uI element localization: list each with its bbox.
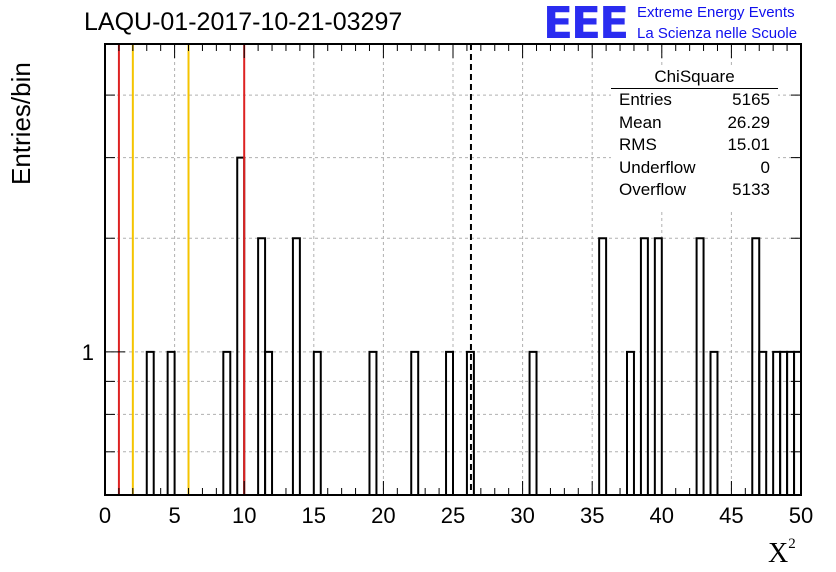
histogram-bin xyxy=(626,350,635,495)
stats-value: 0 xyxy=(760,157,770,177)
x-tick-label: 40 xyxy=(650,503,674,528)
y-tick-label: 1 xyxy=(82,340,94,365)
histogram-bin xyxy=(758,350,768,495)
histogram-bin xyxy=(145,350,155,495)
chart-title: LAQU-01-2017-10-21-03297 xyxy=(84,8,403,36)
x-axis-label: X2 xyxy=(768,535,796,569)
axis-tick-labels: 0 5 10 15 20 25 30 35 40 45 50 1 xyxy=(82,340,813,528)
stats-value: 15.01 xyxy=(727,135,770,154)
histogram-bin xyxy=(793,350,802,495)
x-tick-label: 30 xyxy=(510,503,534,528)
histogram-bin xyxy=(751,237,761,495)
histogram-bin xyxy=(222,350,232,495)
histogram-bin xyxy=(772,350,782,495)
histogram-bin xyxy=(257,237,267,495)
histogram-bin xyxy=(410,350,420,495)
histogram-bin xyxy=(368,350,378,495)
x-tick-label: 20 xyxy=(371,503,395,528)
x-tick-label: 35 xyxy=(580,503,604,528)
histogram-bin xyxy=(598,237,608,495)
y-axis-label: Entries/bin xyxy=(6,62,36,185)
histogram-bin xyxy=(264,350,274,495)
logo-line-1: Extreme Energy Events xyxy=(637,4,795,21)
histogram-bin xyxy=(291,237,301,495)
stats-label: Underflow xyxy=(619,157,696,177)
x-tick-label: 5 xyxy=(168,503,180,528)
histogram-bin xyxy=(709,350,719,495)
x-tick-label: 50 xyxy=(789,503,813,528)
x-tick-label: 25 xyxy=(441,503,465,528)
x-tick-label: 0 xyxy=(99,503,111,528)
histogram-bin xyxy=(528,350,538,495)
stats-row: Underflow 0 xyxy=(611,157,778,180)
histogram-bin xyxy=(166,350,176,495)
stats-row: Entries 5165 xyxy=(611,89,778,112)
histogram-bin xyxy=(639,237,649,495)
stats-title: ChiSquare xyxy=(611,66,778,89)
histogram-bin xyxy=(653,237,663,495)
histogram xyxy=(145,156,802,495)
x-tick-label: 10 xyxy=(232,503,256,528)
stats-label: Overflow xyxy=(619,180,687,199)
stats-box: ChiSquare Entries 5165 Mean 26.29 RMS 15… xyxy=(611,66,778,210)
histogram-bin xyxy=(779,350,789,495)
histogram-bin xyxy=(445,350,454,495)
x-tick-label: 15 xyxy=(302,503,326,528)
stats-value: 26.29 xyxy=(727,112,770,132)
stats-label: Mean xyxy=(619,112,662,132)
axis-ticks xyxy=(104,44,802,495)
histogram-bin xyxy=(465,350,475,495)
reference-lines xyxy=(117,44,472,495)
stats-label: RMS xyxy=(619,135,657,154)
stats-row: RMS 15.01 xyxy=(611,134,778,157)
histogram-bin xyxy=(786,350,796,495)
eee-logo: EEE xyxy=(543,0,629,49)
stats-label: Entries xyxy=(619,90,672,109)
stats-value: 5133 xyxy=(732,180,770,199)
stats-value: 5165 xyxy=(732,90,770,109)
histogram-bin xyxy=(695,237,705,495)
logo-line-2: La Scienza nelle Scuole xyxy=(637,25,798,42)
histogram-bin xyxy=(312,350,322,495)
stats-row: Overflow 5133 xyxy=(611,179,778,202)
x-tick-label: 45 xyxy=(719,503,743,528)
histogram-bin xyxy=(236,156,246,495)
stats-row: Mean 26.29 xyxy=(611,112,778,135)
